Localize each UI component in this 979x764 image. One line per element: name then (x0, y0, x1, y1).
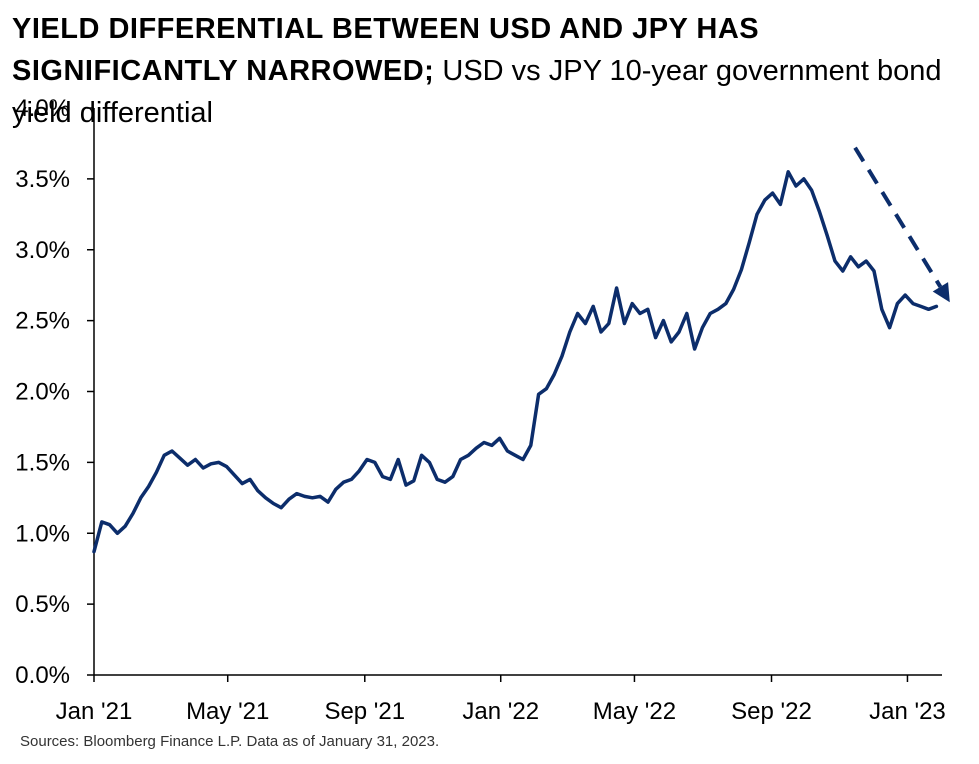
x-tick-label: Jan '21 (56, 698, 133, 725)
chart-title: YIELD DIFFERENTIAL BETWEEN USD AND JPY H… (12, 8, 962, 134)
x-tick-label: Sep '22 (731, 698, 812, 725)
x-axis: Jan '21 May '21 Sep '21 Jan '22 May '22 Sep '… (56, 674, 946, 725)
source-note: Sources: Bloomberg Finance L.P. Data as … (20, 733, 440, 750)
x-tick-label: Jan '22 (462, 698, 539, 725)
y-tick-label: 1.5% (15, 449, 70, 476)
y-tick-label: 0.5% (15, 591, 70, 618)
series-line (92, 170, 939, 554)
trend-arrow-line (853, 146, 943, 288)
x-tick-label: May '22 (593, 698, 676, 725)
y-tick-label: 4.0% (15, 95, 70, 122)
x-tick-label: Sep '21 (324, 698, 405, 725)
y-tick-label: 3.0% (15, 237, 70, 264)
trend-arrow-head (932, 282, 950, 303)
y-tick-label: 3.5% (15, 166, 70, 193)
y-tick-label: 2.0% (15, 379, 70, 406)
y-axis: 0.0% 0.5% 1.0% 1.5% 2.0% 2.5% 3.0% 3.5% 4.0% (15, 95, 95, 689)
series-group (92, 170, 939, 554)
y-tick-label: 1.0% (15, 520, 70, 547)
chart-subtitle: USD vs JPY 10-year government bond yield… (12, 55, 942, 129)
x-tick-label: May '21 (186, 698, 269, 725)
x-tick-label: Jan '23 (869, 698, 946, 725)
y-tick-label: 2.5% (15, 308, 70, 335)
annotation-group (853, 146, 950, 303)
y-tick-label: 0.0% (15, 662, 70, 689)
chart-title-bold: YIELD DIFFERENTIAL BETWEEN USD AND JPY H… (12, 13, 760, 87)
